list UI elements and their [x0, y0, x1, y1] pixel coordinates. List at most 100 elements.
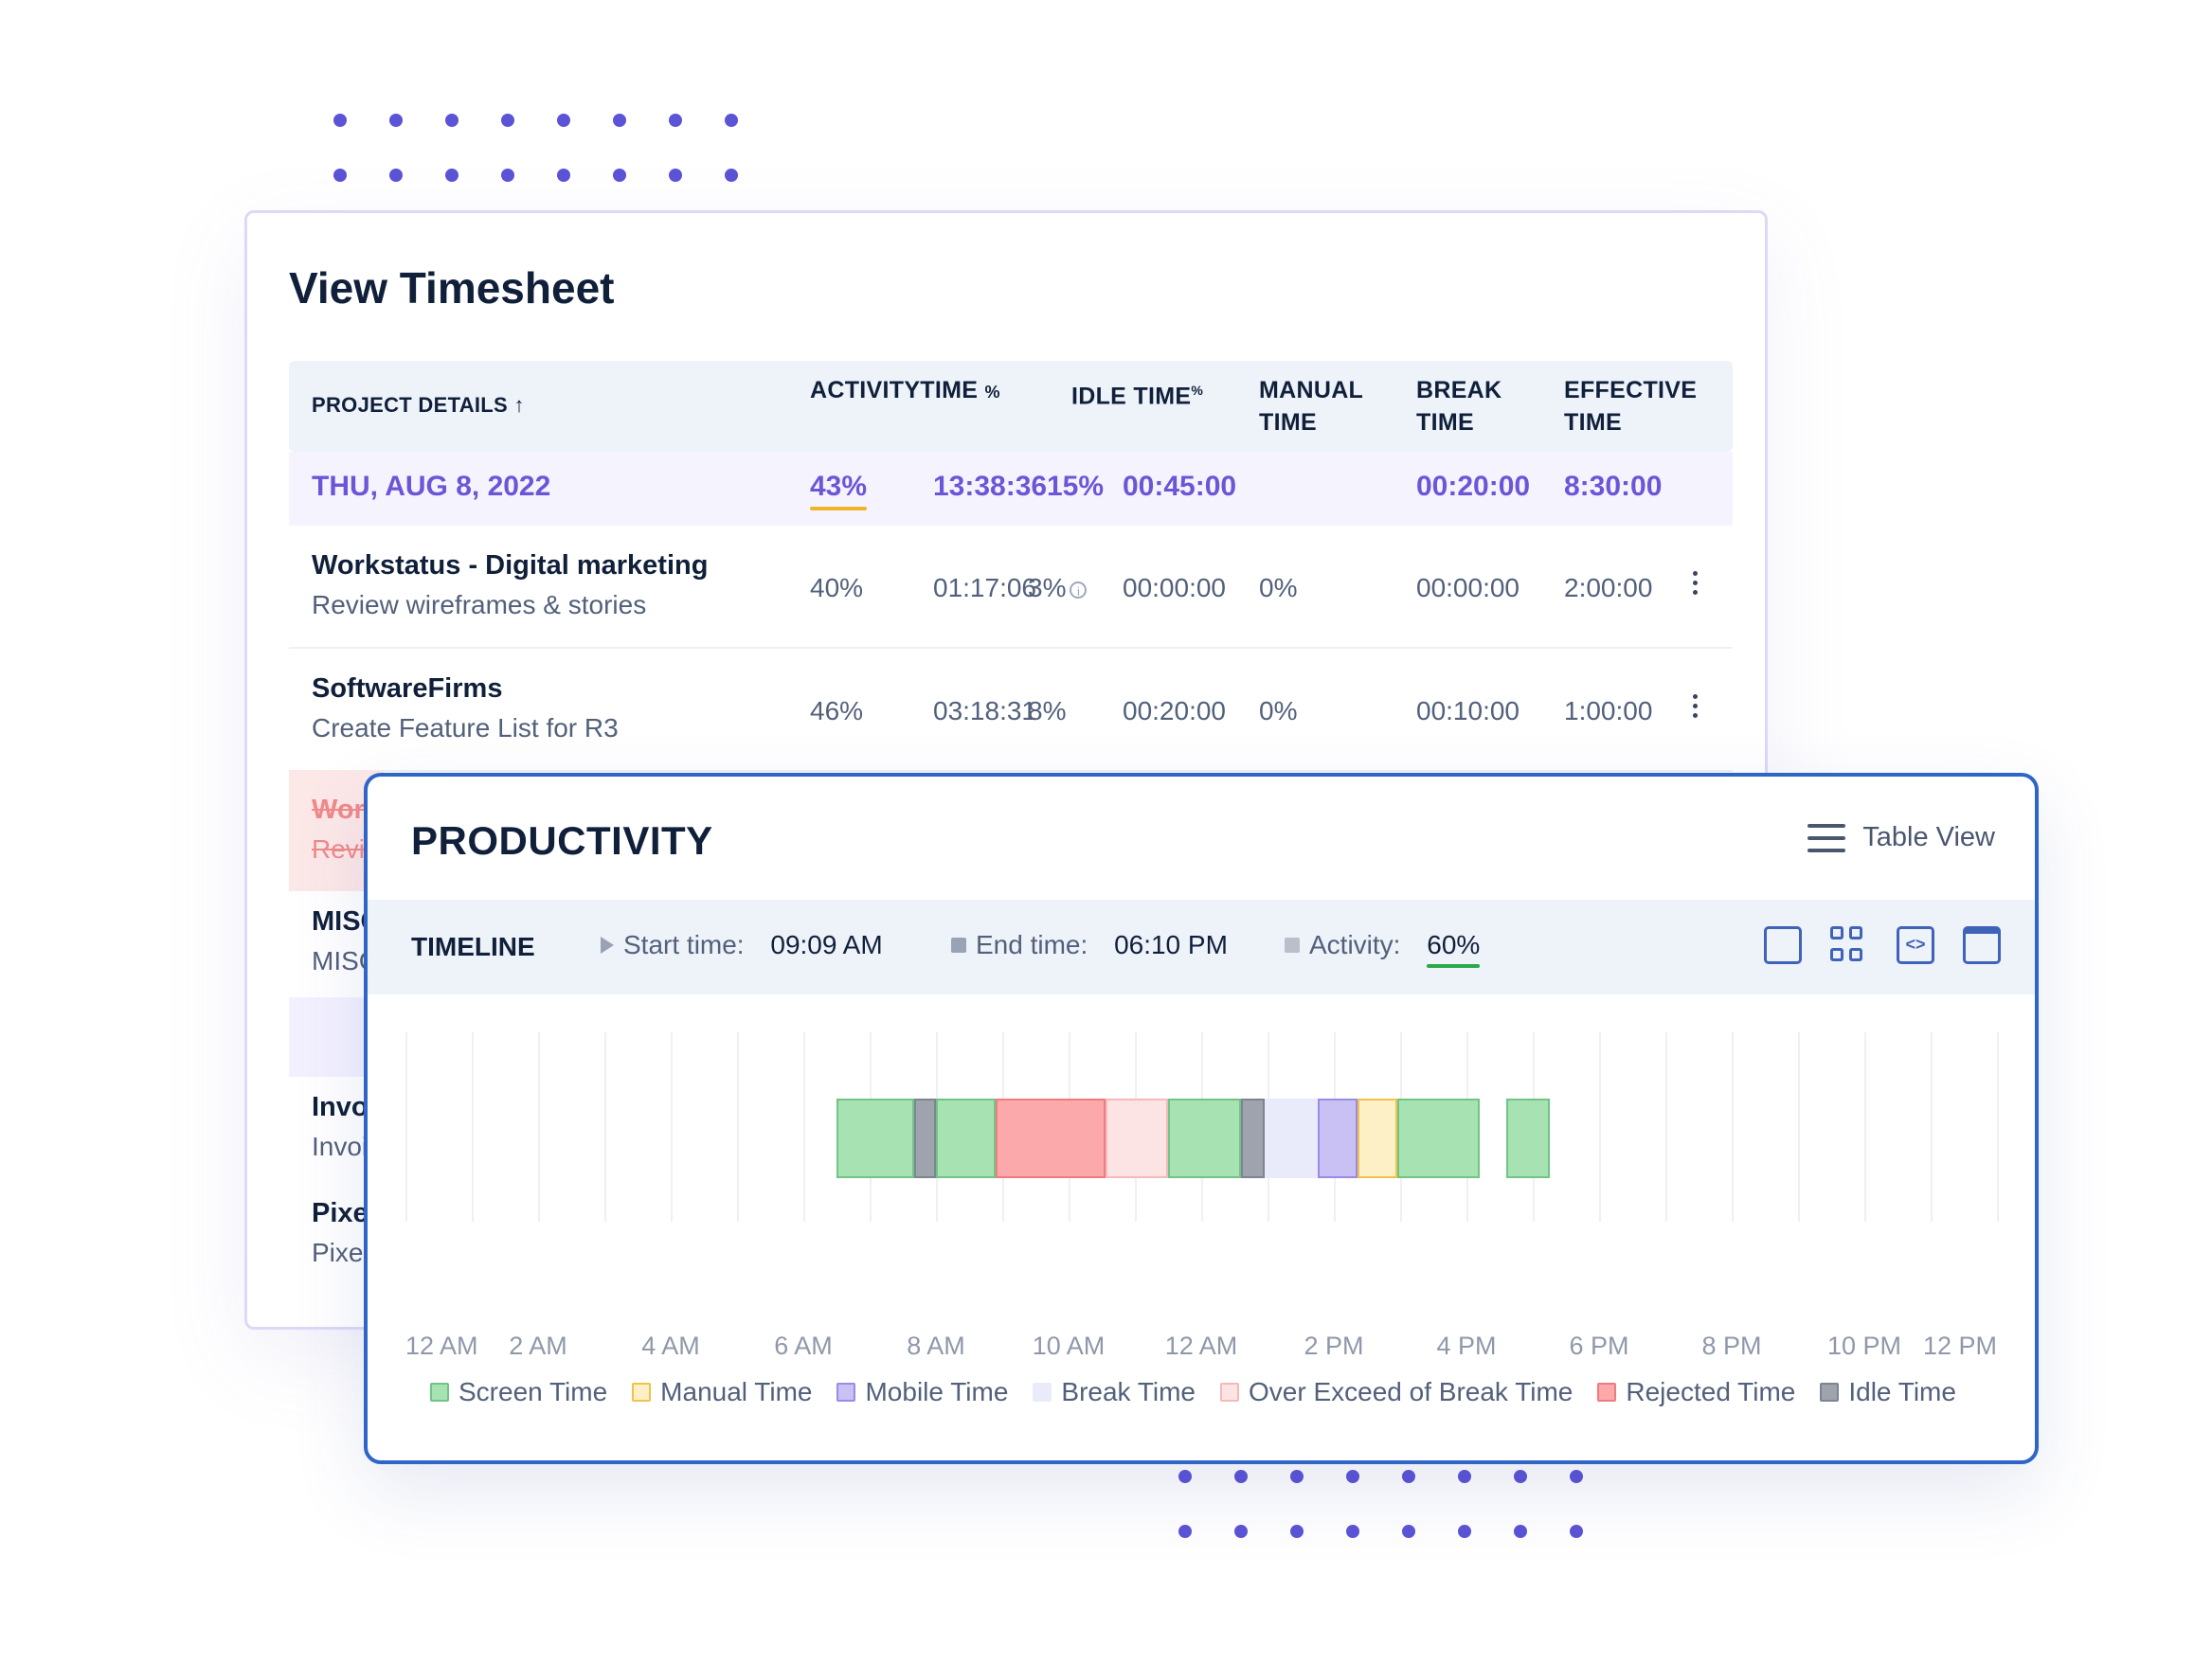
- row-time: 03:18:31: [933, 696, 1036, 725]
- timeline-segment[interactable]: [1168, 1099, 1241, 1178]
- legend-item: Break Time: [1033, 1377, 1196, 1407]
- row-project: Workstatus - Digital marketing: [312, 550, 709, 581]
- productivity-title: PRODUCTIVITY: [411, 818, 713, 863]
- more-options-icon[interactable]: [1693, 571, 1699, 595]
- legend-swatch: [1820, 1383, 1840, 1402]
- legend-item: Manual Time: [632, 1377, 812, 1407]
- x-axis-tick-label: 2 AM: [509, 1332, 567, 1360]
- legend-label: Screen Time: [459, 1377, 608, 1406]
- header-activity: ACTIVITYTIME %: [810, 377, 1000, 403]
- grid-line: [1997, 1032, 1999, 1222]
- legend-item: Screen Time: [430, 1377, 607, 1407]
- row-task: Invoi: [312, 1132, 369, 1161]
- row-task: Review wireframes & stories: [312, 590, 647, 619]
- productivity-card: PRODUCTIVITY Table View TIMELINE Start t…: [364, 773, 2039, 1464]
- x-axis-tick-label: 10 PM: [1826, 1332, 1902, 1360]
- info-icon[interactable]: i: [1070, 581, 1088, 599]
- activity-summary: Activity: 60%: [1285, 930, 1481, 968]
- date-idle-time: 00:45:00: [1123, 471, 1237, 502]
- legend-swatch: [1220, 1383, 1240, 1402]
- header-effective-time: EFFECTIVE TIME: [1564, 377, 1698, 436]
- x-axis-tick-label: 12 AM: [1164, 1332, 1238, 1360]
- legend-item: Over Exceed of Break Time: [1220, 1377, 1573, 1407]
- row-task: Create Feature List for R3: [312, 713, 619, 743]
- timeline-segment[interactable]: [913, 1099, 936, 1178]
- timeline-segment[interactable]: [1317, 1099, 1358, 1178]
- activity-icon: [1285, 938, 1300, 953]
- legend-item: Idle Time: [1820, 1377, 1956, 1407]
- row-effective: 1:00:00: [1564, 696, 1653, 725]
- x-axis-tick-label: 6 PM: [1569, 1332, 1629, 1360]
- table-row[interactable]: Workstatus - Digital marketing Review wi…: [289, 526, 1733, 649]
- timeline-segment[interactable]: [1506, 1099, 1550, 1178]
- legend-swatch: [1033, 1383, 1052, 1402]
- row-project: Invo: [312, 1092, 369, 1122]
- row-effective: 2:00:00: [1564, 573, 1653, 602]
- legend-swatch: [836, 1383, 856, 1402]
- row-idle-pct: 8%: [1028, 696, 1067, 725]
- activity-underline: [810, 507, 867, 510]
- timeline-segment[interactable]: [996, 1099, 1106, 1178]
- timeline-segment[interactable]: [1357, 1099, 1397, 1178]
- x-axis-tick-label: 2 PM: [1304, 1332, 1364, 1360]
- legend-label: Over Exceed of Break Time: [1249, 1377, 1574, 1406]
- chart-legend: Screen Time Manual Time Mobile Time Break T…: [430, 1377, 1956, 1407]
- grid-view-icon[interactable]: [1830, 926, 1868, 964]
- table-row[interactable]: Wor Revi: [289, 770, 1733, 891]
- menu-lines-icon: [1807, 823, 1846, 852]
- timeline-segment[interactable]: [836, 1099, 914, 1178]
- x-axis-tick-label: 4 AM: [641, 1332, 700, 1360]
- table-row[interactable]: Invo Invoi: [289, 1067, 1733, 1189]
- stop-icon: [951, 938, 966, 953]
- legend-label: Manual Time: [660, 1377, 813, 1406]
- x-axis-tick-label: 8 PM: [1701, 1332, 1762, 1360]
- grid-line: [472, 1032, 474, 1222]
- end-time: End time: 06:10 PM: [951, 930, 1228, 960]
- grid-line: [803, 1032, 805, 1222]
- grid-line: [538, 1032, 540, 1222]
- legend-label: Break Time: [1061, 1377, 1196, 1406]
- row-time: 01:17:06: [933, 573, 1036, 602]
- legend-item: Mobile Time: [836, 1377, 1008, 1407]
- productivity-timeline-chart: 12 AM 2 AM 4 AM 6 AM 8 AM 10 AM 12 AM 2 PM 4 PM 6…: [405, 1032, 2006, 1360]
- timeline-segment[interactable]: [1396, 1099, 1480, 1178]
- x-axis-tick-label: 10 AM: [1032, 1332, 1106, 1360]
- x-axis-tick-label: 12 AM: [405, 1332, 478, 1360]
- date-time: 13:38:36: [933, 471, 1048, 502]
- grid-line: [671, 1032, 673, 1222]
- legend-swatch: [430, 1383, 449, 1402]
- start-time: Start time: 09:09 AM: [601, 930, 883, 960]
- row-task: Pixe: [312, 1238, 364, 1267]
- row-idle-time: 00:20:00: [1123, 696, 1226, 725]
- x-axis-tick-label: 6 AM: [774, 1332, 833, 1360]
- row-project: SoftwareFirms: [312, 673, 503, 704]
- grid-line: [1599, 1032, 1601, 1222]
- table-view-label: Table View: [1862, 822, 1995, 852]
- row-break: 00:10:00: [1416, 696, 1520, 725]
- dot-pattern-bottom: [1178, 1470, 1583, 1538]
- fullscreen-icon[interactable]: [1764, 926, 1802, 964]
- legend-label: Mobile Time: [865, 1377, 1009, 1406]
- timeline-segment[interactable]: [1264, 1099, 1318, 1178]
- date-break-time: 00:20:00: [1416, 471, 1531, 502]
- table-row[interactable]: SoftwareFirms Create Feature List for R3…: [289, 649, 1733, 772]
- dot-pattern-top: [333, 114, 738, 182]
- play-icon: [601, 937, 614, 954]
- header-break-time: BREAK TIME: [1416, 377, 1502, 436]
- row-task: Revi: [312, 834, 366, 864]
- row-activity: 40%: [810, 573, 864, 602]
- row-activity: 46%: [810, 696, 864, 725]
- row-break: 00:00:00: [1416, 573, 1520, 602]
- legend-swatch: [632, 1383, 652, 1402]
- header-project-details[interactable]: PROJECT DETAILS ↑: [312, 393, 525, 417]
- grid-line: [405, 1032, 407, 1222]
- timesheet-title: View Timesheet: [289, 263, 615, 313]
- code-view-icon[interactable]: <>: [1897, 926, 1934, 964]
- more-options-icon[interactable]: [1693, 694, 1699, 718]
- date-label: THU, AUG 8, 2022: [312, 471, 551, 502]
- timeline-segment[interactable]: [1105, 1099, 1168, 1178]
- calendar-icon[interactable]: [1963, 926, 2001, 964]
- timeline-segment[interactable]: [936, 1099, 996, 1178]
- table-view-button[interactable]: Table View: [1807, 822, 1995, 853]
- timeline-segment[interactable]: [1241, 1099, 1265, 1178]
